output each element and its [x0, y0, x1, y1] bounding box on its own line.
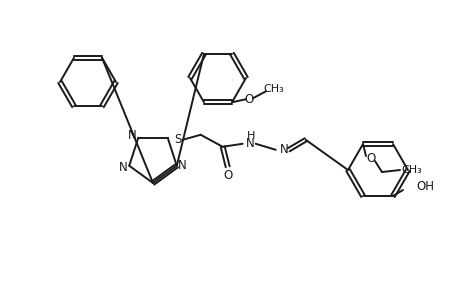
Text: CH₃: CH₃	[263, 84, 284, 94]
Text: OH: OH	[415, 181, 433, 194]
Text: N: N	[177, 159, 186, 172]
Text: N: N	[280, 143, 288, 156]
Text: O: O	[365, 152, 375, 164]
Text: N: N	[246, 137, 254, 150]
Text: N: N	[128, 129, 136, 142]
Text: H: H	[246, 131, 254, 141]
Text: O: O	[223, 169, 232, 182]
Text: N: N	[118, 161, 127, 174]
Text: CH₃: CH₃	[401, 165, 421, 175]
Text: S: S	[174, 133, 181, 146]
Text: O: O	[244, 93, 253, 106]
